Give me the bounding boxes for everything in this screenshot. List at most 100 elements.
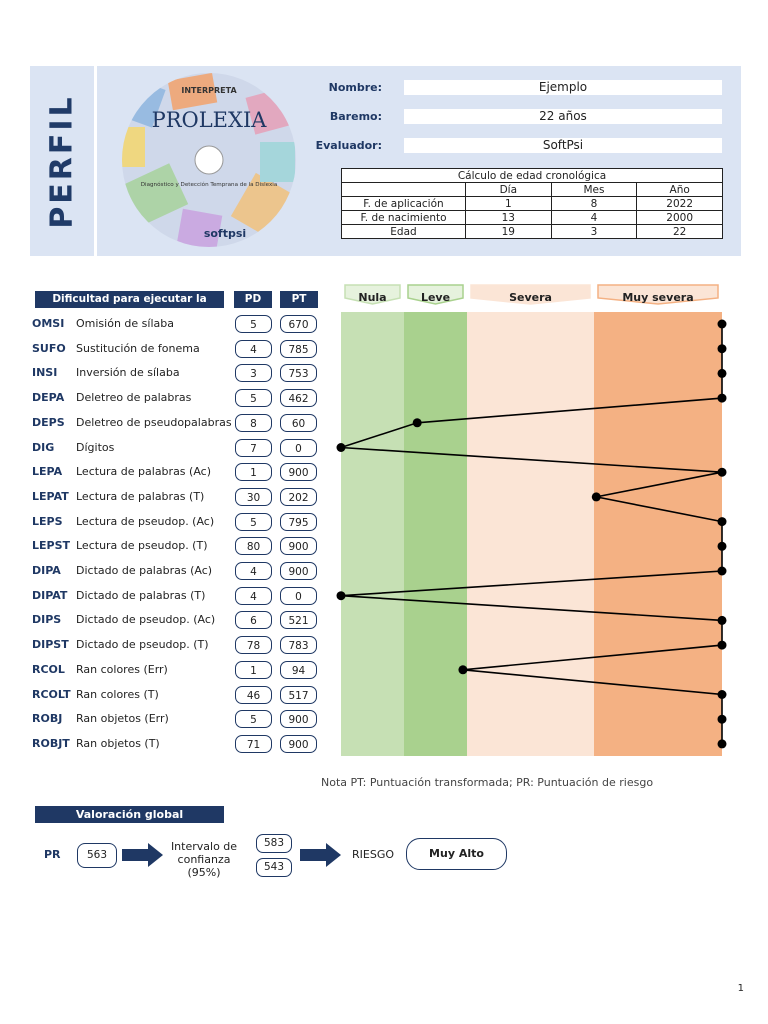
task-pd: 7 [235,438,272,457]
profile-point-rcol [458,665,468,675]
profile-point-depa [717,393,727,403]
band-leve [404,312,467,756]
arrow-icon [122,843,163,867]
task-pd: 3 [235,364,272,383]
band-label: Leve [421,291,450,304]
task-pd: 6 [235,611,272,630]
task-name: Deletreo de palabras [76,391,192,405]
pr-label: PR [44,848,61,861]
profile-point-sufo [717,344,727,354]
pr-value: 563 [77,843,117,868]
task-code: ROBJT [32,736,70,750]
nombre-label: Nombre: [328,81,382,94]
task-code: RCOLT [32,687,71,701]
task-pd: 4 [235,586,272,605]
task-name: Lectura de palabras (Ac) [76,465,211,479]
age-table-title: Cálculo de edad cronológica [341,168,723,183]
task-name: Lectura de palabras (T) [76,489,205,503]
profile-chart: Nula Leve Severa Muy severa [336,284,727,756]
profile-point-lepat [591,492,601,502]
task-name: Dígitos [76,440,115,454]
header-divider [94,66,97,256]
interval-low: 543 [256,858,292,877]
interval-label: Intervalo de confianza (95%) [162,840,246,879]
risk-label: RIESGO [352,848,395,861]
task-name: Sustitución de fonema [76,341,200,355]
band-header-shape [470,284,591,305]
task-code: LEPST [32,539,71,553]
task-name: Dictado de pseudop. (Ac) [76,613,216,627]
profile-point-dipat [336,591,346,601]
task-pd: 71 [235,734,272,753]
task-name: Inversión de sílaba [76,366,180,380]
band-header-shape [344,284,401,305]
task-pt: 0 [280,438,317,457]
task-pd: 5 [235,710,272,729]
pt-header: PT [280,291,318,308]
task-pd: 5 [235,315,272,333]
note-text: Nota PT: Puntuación transformada; PR: Pu… [321,776,654,789]
task-pt: 521 [280,611,317,630]
task-pt: 900 [280,710,317,729]
task-name: Ran objetos (T) [76,736,160,750]
task-code: ROBJ [32,712,63,726]
task-pd: 5 [235,389,272,408]
band-label: Severa [509,291,552,304]
task-code: DEPS [32,415,65,429]
profile-point-dips [717,615,727,625]
task-pt: 795 [280,512,317,531]
task-code: DIPAT [32,588,68,602]
task-pt: 783 [280,636,317,655]
age-cell: 22 [636,224,723,239]
task-code: RCOL [32,662,65,676]
task-code: DIPST [32,638,69,652]
task-code: DIPS [32,613,62,627]
task-pt: 900 [280,463,317,482]
logo-product: PROLEXIA [152,108,268,132]
task-code: DEPA [32,391,65,405]
task-pd: 1 [235,660,272,679]
task-name: Lectura de pseudop. (Ac) [76,514,215,528]
task-pt: 670 [280,315,317,333]
logo-maker: softpsi [204,227,246,240]
age-col-dia: Día [464,182,552,197]
logo-subtitle: Diagnóstico y Detección Temprana de la D… [141,181,278,188]
task-name: Dictado de palabras (Ac) [76,564,213,577]
prolexia-logo: INTERPRETA PROLEXIA Diagnóstico y Detecc… [122,73,296,247]
task-name: Dictado de pseudop. (T) [76,638,209,652]
profile-point-lepst [717,541,727,551]
logo-brand: INTERPRETA [181,86,237,95]
task-name: Ran colores (Err) [76,662,168,676]
age-row-label: Edad [341,224,466,239]
evaluador-label: Evaluador: [315,139,382,152]
task-pd: 4 [235,562,272,580]
task-code: SUFO [32,341,66,355]
band-severa [467,312,594,756]
task-pt: 900 [280,562,317,580]
task-name: Ran colores (T) [76,687,159,701]
task-code: DIG [32,440,55,454]
risk-value: Muy Alto [406,838,507,870]
pd-header: PD [234,291,272,308]
task-pd: 30 [235,487,272,506]
task-pt: 753 [280,364,317,383]
task-pt: 900 [280,734,317,753]
age-row-label: F. de aplicación [341,196,466,211]
global-title: Valoración global [35,806,224,823]
task-header: Dificultad para ejecutar la tarea [35,291,224,322]
task-code: INSI [32,366,58,380]
profile-point-robjt [717,739,727,749]
task-code: OMSI [32,317,65,330]
interval-label-line2: confianza (95%) [177,853,231,879]
band-label: Nula [358,291,386,304]
task-name: Omisión de sílaba [76,317,174,330]
task-code: LEPS [32,514,63,528]
task-pd: 5 [235,512,272,531]
profile-point-insi [717,368,727,378]
task-pd: 4 [235,339,272,358]
evaluador-value: SoftPsi [404,138,722,153]
task-pt: 900 [280,537,317,556]
profile-point-dipa [717,566,727,576]
profile-point-deps [412,418,422,428]
baremo-label: Baremo: [329,110,382,123]
